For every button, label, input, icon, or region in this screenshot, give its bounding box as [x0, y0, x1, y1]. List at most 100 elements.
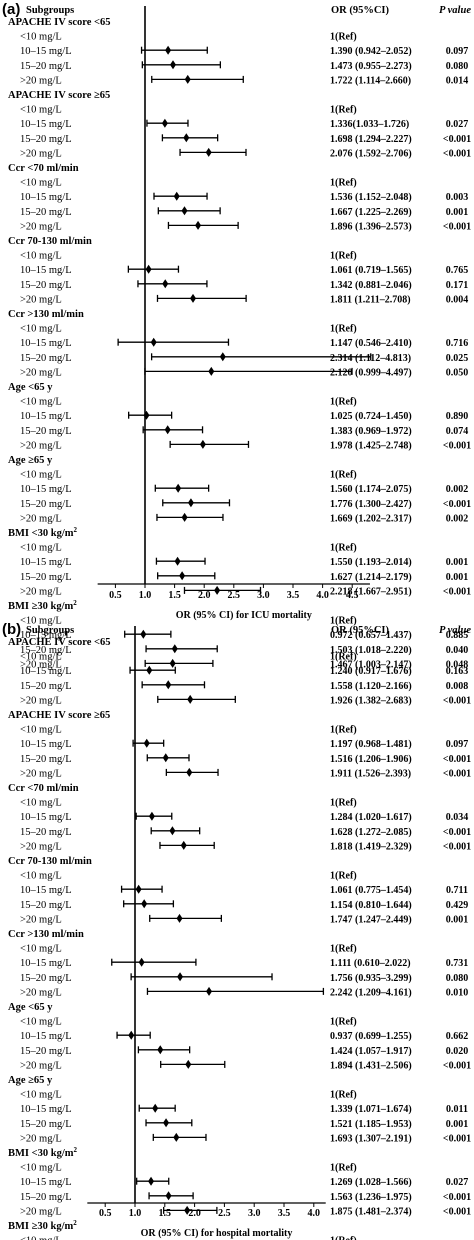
p-value: <0.001 — [443, 221, 471, 232]
subgroups-header: Subgroups — [26, 625, 74, 636]
p-value: <0.001 — [443, 1192, 471, 1203]
point-estimate-marker — [205, 147, 212, 157]
subgroup-row-label: 10–15 mg/L — [20, 885, 72, 896]
point-estimate-marker — [184, 1205, 191, 1215]
point-estimate-marker — [163, 1118, 170, 1128]
p-value: 0.034 — [446, 812, 469, 823]
x-tick-label: 3.5 — [287, 590, 300, 601]
panel-label: (a) — [2, 1, 20, 18]
p-value-header: P value — [439, 625, 471, 636]
subgroup-row-label: >20 mg/L — [20, 768, 62, 779]
x-axis-label: OR (95% CI) for ICU mortality — [176, 610, 312, 621]
or-ci-value: 1.627 (1.214–2.179) — [330, 572, 412, 583]
p-value: 0.003 — [446, 192, 469, 203]
p-value: <0.001 — [443, 827, 471, 838]
subgroup-row-label: >20 mg/L — [20, 1206, 62, 1217]
p-value: 0.011 — [446, 1104, 468, 1115]
group-label: BMI <30 kg/m2 — [8, 526, 78, 539]
point-estimate-marker — [185, 1059, 192, 1069]
p-value: <0.001 — [443, 1060, 471, 1071]
or-ci-value: 1(Ref) — [330, 616, 357, 627]
subgroup-row-label: 15–20 mg/L — [20, 572, 72, 583]
or-ci-value: 2.242 (1.209–4.161) — [330, 987, 412, 998]
point-estimate-marker — [208, 366, 215, 376]
or-ci-value: 1(Ref) — [330, 251, 357, 262]
subgroup-row-label: 10–15 mg/L — [20, 557, 72, 568]
or-ci-value: 1.818 (1.419–2.329) — [330, 841, 412, 852]
subgroup-row-label: <10 mg/L — [20, 105, 62, 116]
group-label-superscript: 2 — [73, 1219, 77, 1227]
p-value: 0.163 — [446, 666, 469, 677]
x-tick-label: 2.5 — [228, 590, 241, 601]
x-axis-label: OR (95% CI) for hospital mortality — [141, 1228, 293, 1239]
subgroup-row-label: 10–15 mg/L — [20, 484, 72, 495]
subgroup-row-label: <10 mg/L — [20, 798, 62, 809]
subgroup-row-label: 10–15 mg/L — [20, 739, 72, 750]
p-value: 0.890 — [446, 411, 469, 422]
p-value: <0.001 — [443, 754, 471, 765]
or-ci-header: OR (95%CI) — [331, 5, 390, 16]
p-value: <0.001 — [443, 148, 471, 159]
p-value: 0.010 — [446, 987, 469, 998]
p-value: 0.711 — [446, 885, 468, 896]
point-estimate-marker — [170, 60, 177, 70]
or-ci-value: 1.698 (1.294–2.227) — [330, 134, 412, 145]
point-estimate-marker — [138, 957, 145, 967]
or-ci-value: 1(Ref) — [330, 32, 357, 43]
p-value: 0.731 — [446, 958, 469, 969]
or-ci-value: 1.776 (1.300–2.427) — [330, 499, 412, 510]
or-ci-value: 1.536 (1.152–2.048) — [330, 192, 412, 203]
point-estimate-marker — [171, 644, 178, 654]
p-value: <0.001 — [443, 1206, 471, 1217]
subgroup-row-label: 15–20 mg/L — [20, 426, 72, 437]
p-value: 0.014 — [446, 75, 469, 86]
point-estimate-marker — [190, 293, 197, 303]
point-estimate-marker — [169, 658, 176, 668]
point-estimate-marker — [146, 665, 153, 675]
point-estimate-marker — [214, 585, 221, 595]
or-ci-value: 2.218 (1.667–2.951) — [330, 586, 412, 597]
subgroup-row-label: >20 mg/L — [20, 440, 62, 451]
or-ci-value: 1(Ref) — [330, 105, 357, 116]
or-ci-value: 1.284 (1.020–1.617) — [330, 812, 412, 823]
subgroup-row-label: <10 mg/L — [20, 32, 62, 43]
p-value: 0.001 — [446, 207, 469, 218]
subgroup-row-label: >20 mg/L — [20, 841, 62, 852]
or-ci-value: 1.025 (0.724–1.450) — [330, 411, 412, 422]
or-ci-value: 1.563 (1.236–1.975) — [330, 1192, 412, 1203]
point-estimate-marker — [140, 629, 147, 639]
point-estimate-marker — [164, 425, 171, 435]
subgroup-row-label: 10–15 mg/L — [20, 812, 72, 823]
p-value: 0.097 — [446, 739, 469, 750]
group-label: Ccr <70 ml/min — [8, 163, 79, 174]
subgroup-row-label: >20 mg/L — [20, 221, 62, 232]
or-ci-value: 1.550 (1.193–2.014) — [330, 557, 412, 568]
or-ci-value: 1(Ref) — [330, 1236, 357, 1240]
p-value: 0.001 — [446, 572, 469, 583]
subgroup-row-label: <10 mg/L — [20, 324, 62, 335]
or-ci-value: 1.747 (1.247–2.449) — [330, 914, 412, 925]
subgroup-row-label: >20 mg/L — [20, 513, 62, 524]
subgroup-row-label: 10–15 mg/L — [20, 630, 72, 641]
subgroup-row-label: <10 mg/L — [20, 1163, 62, 1174]
subgroup-row-label: >20 mg/L — [20, 75, 62, 86]
group-label: Ccr 70-130 ml/min — [8, 856, 92, 867]
or-ci-value: 1(Ref) — [330, 543, 357, 554]
group-label: Ccr 70-130 ml/min — [8, 236, 92, 247]
or-ci-value: 0.937 (0.699–1.255) — [330, 1031, 412, 1042]
subgroup-row-label: <10 mg/L — [20, 725, 62, 736]
subgroup-row-label: 10–15 mg/L — [20, 1031, 72, 1042]
subgroup-row-label: 15–20 mg/L — [20, 681, 72, 692]
subgroup-row-label: >20 mg/L — [20, 695, 62, 706]
p-value: 0.040 — [446, 645, 469, 656]
or-ci-header: OR (95%CI) — [331, 625, 390, 636]
x-tick-label: 3.0 — [257, 590, 270, 601]
subgroup-row-label: 15–20 mg/L — [20, 134, 72, 145]
subgroup-row-label: <10 mg/L — [20, 470, 62, 481]
subgroup-row-label: 10–15 mg/L — [20, 192, 72, 203]
p-value: 0.080 — [446, 973, 469, 984]
x-tick-label: 2.0 — [198, 590, 211, 601]
p-value: 0.171 — [446, 280, 469, 291]
subgroup-row-label: >20 mg/L — [20, 367, 62, 378]
or-ci-value: 1.722 (1.114–2.660) — [330, 75, 411, 86]
